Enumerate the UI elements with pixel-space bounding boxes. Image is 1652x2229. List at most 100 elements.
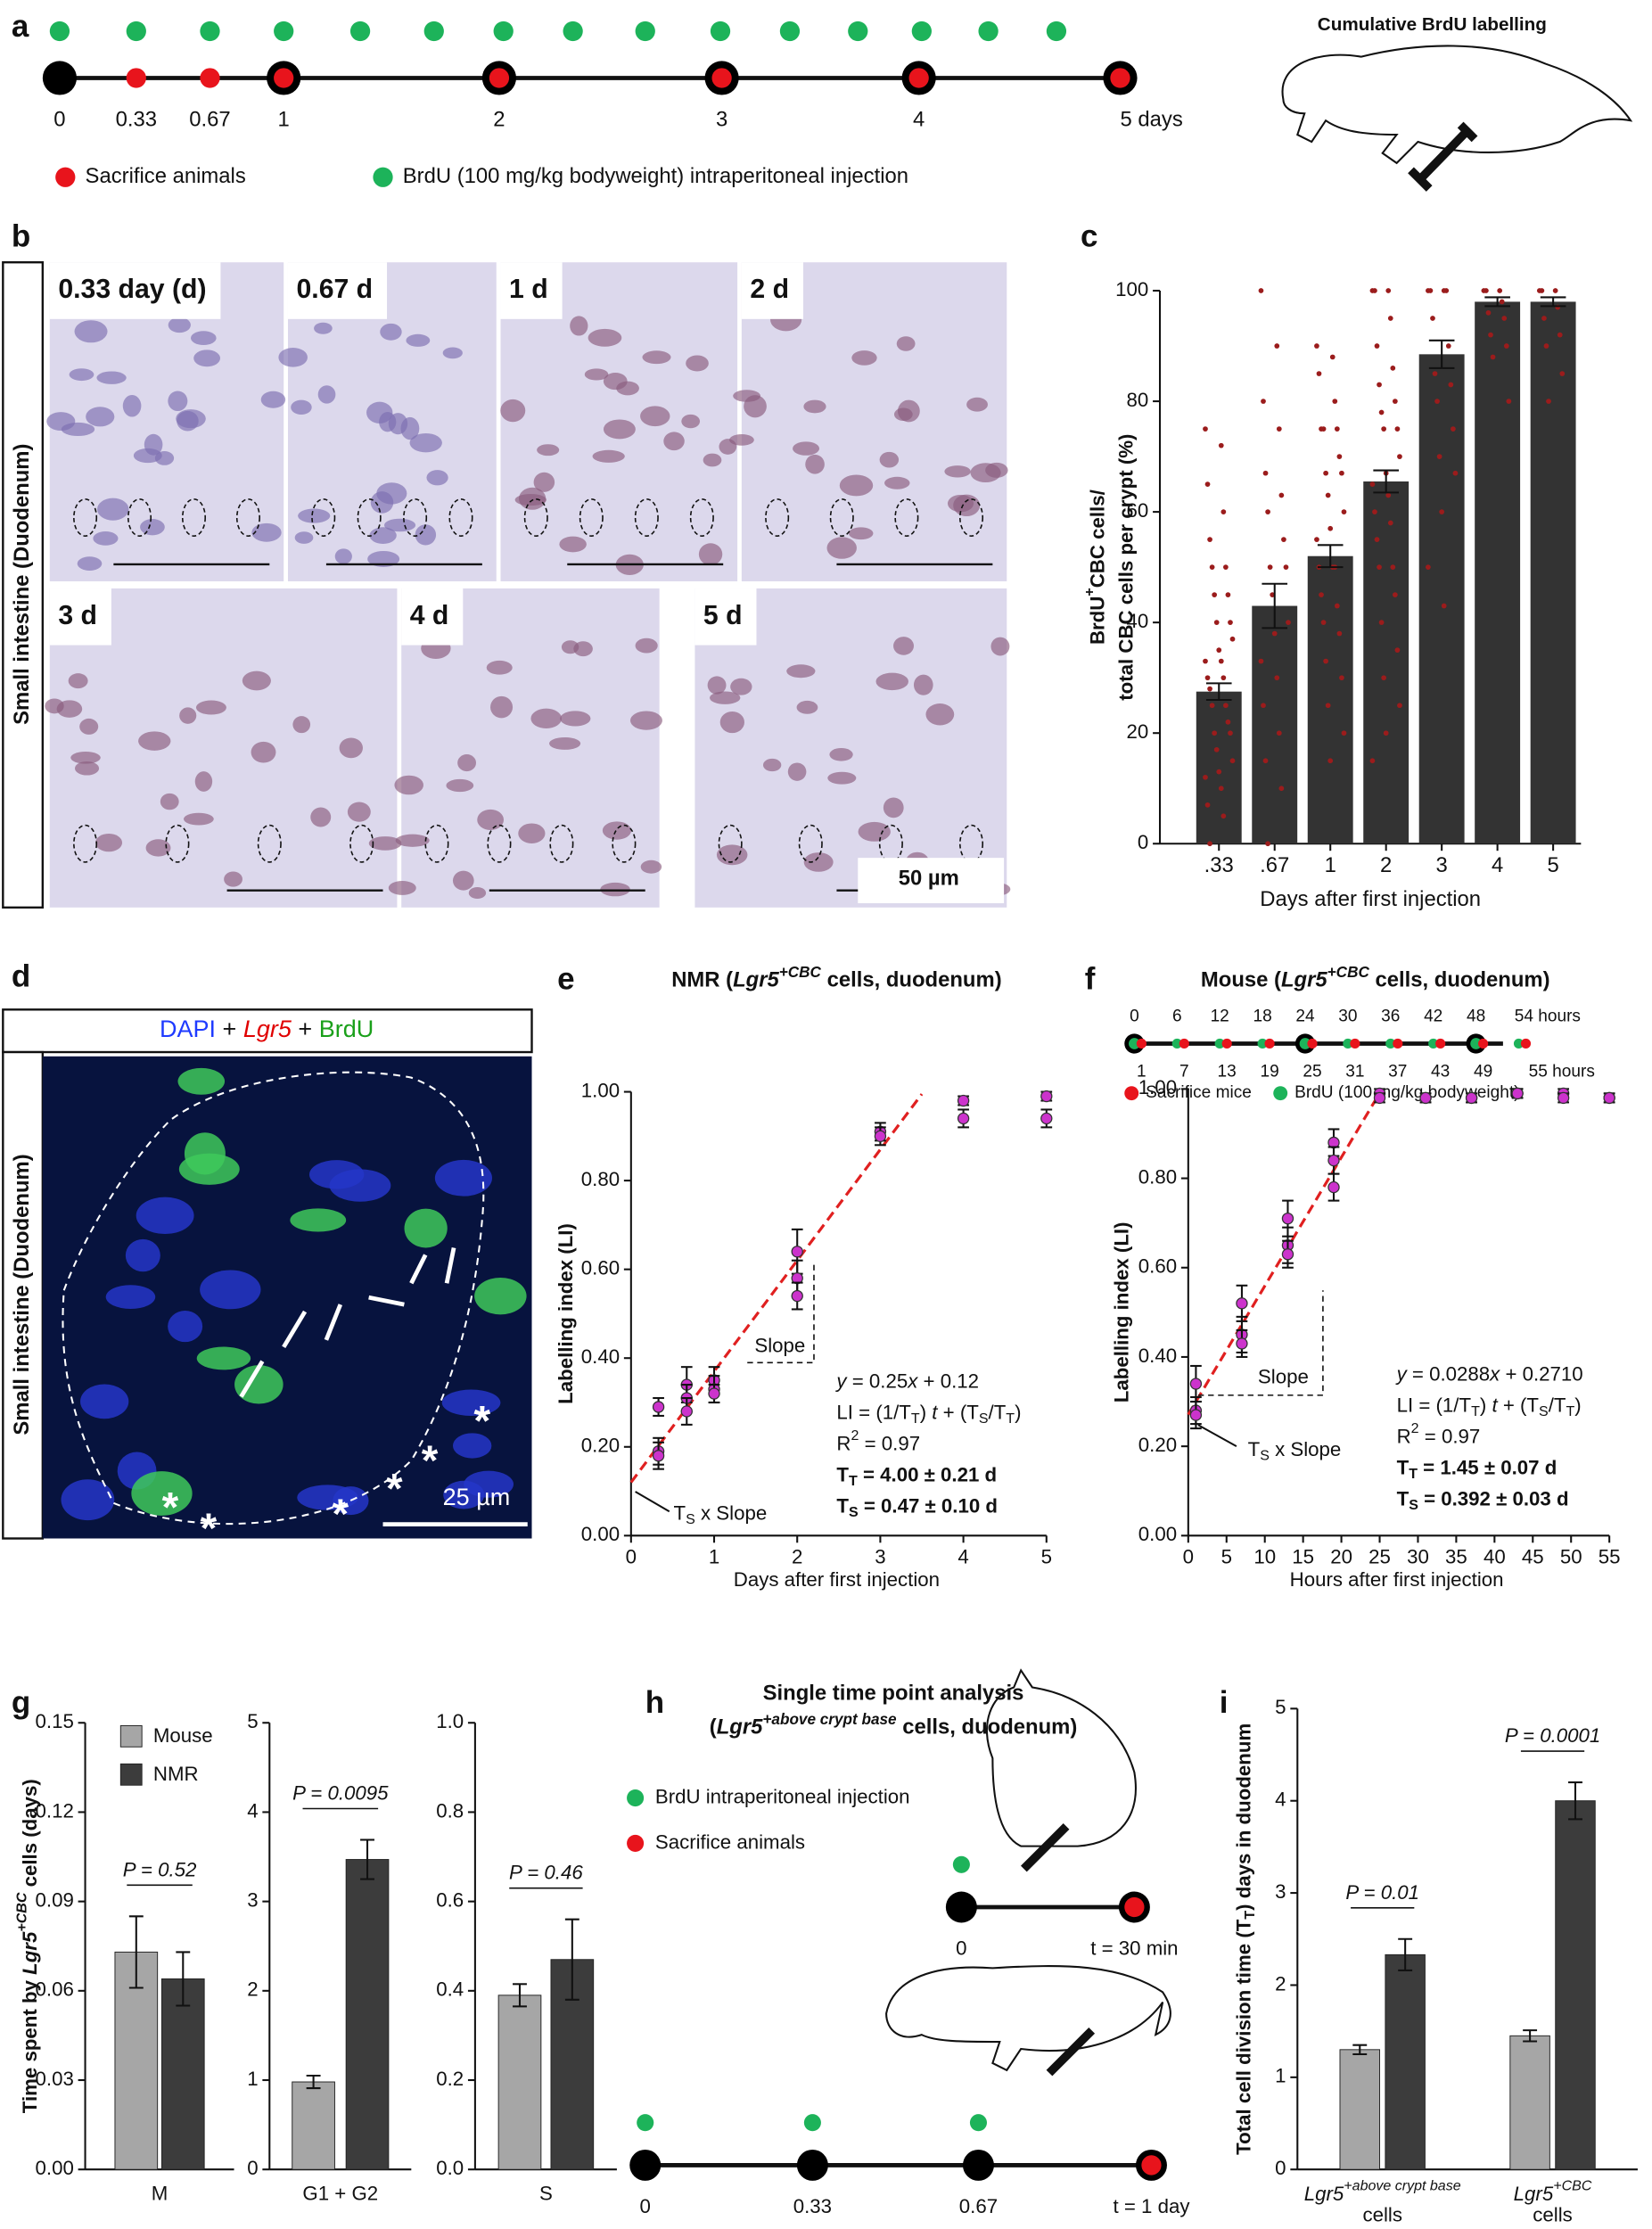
- data-point: [1341, 509, 1347, 514]
- data-point: [1397, 703, 1402, 709]
- data-point: [1189, 1378, 1203, 1390]
- equation-line: R2 = 0.97: [836, 1427, 920, 1454]
- text-run: +: [292, 1016, 319, 1042]
- sacrifice-dot: [1393, 1038, 1403, 1049]
- nucleus: [896, 336, 916, 351]
- timeline-label: 4: [913, 107, 925, 131]
- injection-dot: [493, 21, 514, 42]
- p-value: P = 0.52: [123, 1858, 197, 1880]
- data-point: [1229, 758, 1236, 764]
- nucleus: [443, 1480, 485, 1509]
- data-point: [1369, 758, 1376, 764]
- text-run: cells (days): [19, 1779, 41, 1892]
- y-tick-label: 100: [1115, 278, 1148, 300]
- nucleus: [681, 414, 701, 429]
- data-point: [1278, 785, 1285, 792]
- data-point: [1316, 371, 1322, 376]
- x-tick-label: G1 + G2: [302, 2183, 378, 2205]
- data-point: [1283, 564, 1289, 570]
- legend-dot: [1273, 1086, 1288, 1101]
- data-point: [1276, 730, 1282, 736]
- nucleus: [883, 797, 904, 818]
- text-run: ): [1015, 1401, 1021, 1423]
- text-run: T: [836, 1494, 849, 1517]
- label-box: [49, 262, 221, 319]
- text-run: Lgr5: [1281, 968, 1327, 992]
- title-box: [2, 1008, 533, 1054]
- data-point: [1261, 703, 1266, 709]
- data-point: [1381, 675, 1386, 681]
- panel-label: c: [1081, 218, 1097, 253]
- text-run: CBC cells/: [1087, 489, 1109, 588]
- nucleus: [603, 419, 636, 440]
- annotation-arrow: [635, 1491, 670, 1513]
- nucleus: [367, 550, 400, 567]
- y-tick-label: 0.60: [581, 1257, 620, 1279]
- nucleus: [68, 673, 88, 689]
- data-point: [874, 1130, 887, 1143]
- data-point: [1218, 658, 1224, 664]
- data-point: [1506, 399, 1512, 404]
- y-axis-label: BrdU+CBC cells/: [1081, 489, 1108, 645]
- injection-dot: [969, 2114, 988, 2132]
- data-point: [1557, 1091, 1570, 1105]
- y-tick-label: 1: [1275, 2065, 1286, 2087]
- nucleus: [79, 718, 99, 735]
- nucleus: [686, 355, 709, 372]
- x-tick-label: M: [152, 2183, 168, 2205]
- data-point: [1372, 509, 1377, 514]
- text-run: x: [907, 1369, 918, 1392]
- text-run: R: [836, 1432, 851, 1454]
- injection-dot: [1046, 21, 1067, 42]
- text-run: cells, duodenum): [821, 968, 1002, 992]
- nucleus: [80, 1384, 129, 1419]
- timeline-node-core: [1470, 1038, 1482, 1049]
- x-tick-label: 40: [1484, 1546, 1506, 1568]
- x-axis-label: Days after first injection: [734, 1568, 940, 1591]
- x-tick-label: 4: [1492, 853, 1503, 877]
- data-point: [1329, 354, 1336, 360]
- data-point: [957, 1094, 970, 1107]
- x-tick-label: 2: [1380, 853, 1392, 877]
- data-point: [1314, 343, 1319, 349]
- y-tick-label: 1.0: [436, 1710, 464, 1732]
- nucleus: [953, 494, 981, 517]
- data-point: [652, 1450, 665, 1462]
- injection-dot: [349, 21, 371, 42]
- data-point: [1336, 630, 1343, 637]
- nucleus: [366, 401, 393, 424]
- nucleus: [260, 391, 286, 408]
- text-run: t: [932, 1401, 938, 1423]
- cbc-outline: [181, 498, 206, 537]
- legend-text: BrdU (100 mg/kg bodyweight) intraperiton…: [403, 164, 908, 188]
- data-point: [1229, 636, 1236, 642]
- bar: [1530, 301, 1576, 844]
- y-tick-label: 2: [247, 1978, 258, 2001]
- nucleus: [848, 527, 874, 540]
- text-run: T: [1397, 1456, 1410, 1478]
- asterisk: *: [474, 1397, 491, 1444]
- nucleus: [133, 448, 162, 464]
- cbc-outline: [579, 498, 604, 537]
- data-point: [1218, 785, 1224, 792]
- syringe: [1020, 1822, 1096, 2077]
- x-tick-label: 5: [1041, 1546, 1052, 1568]
- data-point: [1228, 730, 1233, 736]
- y-tick-label: 0: [1138, 831, 1148, 853]
- sacrifice-dot: [1136, 1038, 1147, 1049]
- x-tick-label: 35: [1445, 1546, 1467, 1568]
- text-run: R: [1397, 1425, 1411, 1447]
- injection-dot: [49, 21, 70, 42]
- x-tick-label: 5: [1221, 1546, 1232, 1568]
- data-point: [1427, 288, 1434, 293]
- data-point: [1271, 630, 1278, 637]
- equation-line: R2 = 0.97: [1397, 1420, 1481, 1447]
- data-point: [1488, 332, 1493, 338]
- timeline-node: [962, 2149, 994, 2181]
- nucleus: [140, 519, 165, 536]
- injection-dot: [126, 21, 146, 42]
- nucleus: [242, 670, 271, 691]
- nucleus: [193, 350, 221, 367]
- text-run: = 4.00 ± 0.21 d: [858, 1463, 997, 1485]
- equation-line: TT = 1.45 ± 0.07 d: [1397, 1456, 1557, 1482]
